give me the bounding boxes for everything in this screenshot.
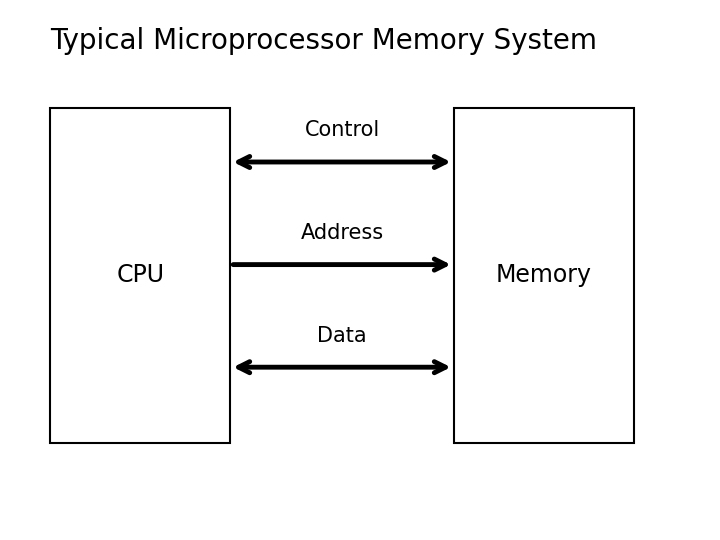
Text: Typical Microprocessor Memory System: Typical Microprocessor Memory System (50, 27, 598, 55)
Text: Address: Address (300, 223, 384, 243)
Text: Data: Data (318, 326, 366, 346)
Text: Control: Control (305, 120, 379, 140)
Text: Memory: Memory (495, 264, 592, 287)
Bar (50, 108, 230, 443)
Text: CPU: CPU (117, 264, 164, 287)
Bar (454, 108, 634, 443)
